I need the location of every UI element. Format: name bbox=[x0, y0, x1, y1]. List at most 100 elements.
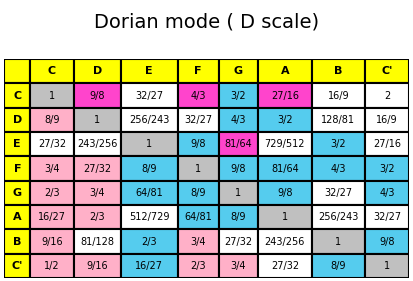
Text: D: D bbox=[13, 115, 22, 125]
Bar bbox=[312, 254, 365, 278]
Text: 32/27: 32/27 bbox=[184, 115, 212, 125]
Text: 16/9: 16/9 bbox=[376, 115, 398, 125]
Bar bbox=[258, 205, 312, 230]
Text: 16/27: 16/27 bbox=[135, 261, 163, 271]
Bar bbox=[218, 181, 258, 205]
Bar bbox=[4, 205, 31, 230]
Text: 729/512: 729/512 bbox=[265, 139, 305, 149]
Bar bbox=[178, 59, 218, 83]
Text: 4/3: 4/3 bbox=[190, 90, 206, 101]
Text: 16/9: 16/9 bbox=[328, 90, 349, 101]
Text: 1: 1 bbox=[384, 261, 390, 271]
Bar bbox=[31, 205, 74, 230]
Text: 3/2: 3/2 bbox=[277, 115, 293, 125]
Bar bbox=[31, 132, 74, 157]
Text: F: F bbox=[14, 164, 21, 174]
Bar bbox=[4, 157, 31, 181]
Bar bbox=[312, 157, 365, 181]
Text: 8/9: 8/9 bbox=[190, 188, 206, 198]
Bar bbox=[121, 59, 178, 83]
Text: B: B bbox=[13, 237, 21, 247]
Bar bbox=[121, 205, 178, 230]
Text: D: D bbox=[93, 66, 102, 76]
Text: G: G bbox=[13, 188, 22, 198]
Bar bbox=[312, 59, 365, 83]
Bar bbox=[74, 59, 121, 83]
Text: 64/81: 64/81 bbox=[135, 188, 163, 198]
Bar bbox=[74, 254, 121, 278]
Bar bbox=[74, 132, 121, 157]
Bar bbox=[74, 230, 121, 254]
Text: 512/729: 512/729 bbox=[129, 212, 169, 222]
Text: 1: 1 bbox=[282, 212, 288, 222]
Bar bbox=[218, 205, 258, 230]
Bar bbox=[365, 254, 409, 278]
Bar bbox=[218, 108, 258, 132]
Bar bbox=[365, 59, 409, 83]
Bar bbox=[74, 83, 121, 108]
Text: 27/32: 27/32 bbox=[38, 139, 66, 149]
Bar bbox=[31, 181, 74, 205]
Bar bbox=[365, 108, 409, 132]
Bar bbox=[4, 254, 31, 278]
Bar bbox=[258, 83, 312, 108]
Bar bbox=[258, 181, 312, 205]
Bar bbox=[178, 132, 218, 157]
Text: F: F bbox=[195, 66, 202, 76]
Bar bbox=[4, 59, 31, 83]
Bar bbox=[4, 132, 31, 157]
Bar bbox=[365, 230, 409, 254]
Text: 8/9: 8/9 bbox=[44, 115, 60, 125]
Bar bbox=[365, 132, 409, 157]
Bar bbox=[312, 83, 365, 108]
Bar bbox=[312, 181, 365, 205]
Bar bbox=[178, 254, 218, 278]
Bar bbox=[121, 132, 178, 157]
Bar bbox=[31, 157, 74, 181]
Bar bbox=[258, 108, 312, 132]
Text: 64/81: 64/81 bbox=[184, 212, 212, 222]
Text: E: E bbox=[14, 139, 21, 149]
Bar bbox=[121, 230, 178, 254]
Text: 128/81: 128/81 bbox=[321, 115, 356, 125]
Text: 9/8: 9/8 bbox=[277, 188, 292, 198]
Text: 27/32: 27/32 bbox=[83, 164, 111, 174]
Bar bbox=[258, 230, 312, 254]
Bar bbox=[365, 83, 409, 108]
Bar bbox=[365, 205, 409, 230]
Bar bbox=[178, 157, 218, 181]
Text: 9/16: 9/16 bbox=[41, 237, 63, 247]
Text: 2/3: 2/3 bbox=[44, 188, 60, 198]
Bar bbox=[178, 83, 218, 108]
Bar bbox=[365, 157, 409, 181]
Bar bbox=[312, 205, 365, 230]
Text: 81/64: 81/64 bbox=[224, 139, 252, 149]
Text: C: C bbox=[48, 66, 56, 76]
Bar bbox=[218, 132, 258, 157]
Text: 27/16: 27/16 bbox=[271, 90, 299, 101]
Text: 3/4: 3/4 bbox=[44, 164, 60, 174]
Bar bbox=[31, 254, 74, 278]
Text: 8/9: 8/9 bbox=[230, 212, 246, 222]
Bar bbox=[178, 230, 218, 254]
Text: 1: 1 bbox=[146, 139, 152, 149]
Text: G: G bbox=[234, 66, 243, 76]
Text: 4/3: 4/3 bbox=[331, 164, 346, 174]
Text: 32/27: 32/27 bbox=[373, 212, 401, 222]
Bar bbox=[121, 254, 178, 278]
Text: 9/8: 9/8 bbox=[230, 164, 246, 174]
Bar bbox=[4, 83, 31, 108]
Bar bbox=[218, 83, 258, 108]
Text: 9/16: 9/16 bbox=[86, 261, 108, 271]
Text: Dorian mode ( D scale): Dorian mode ( D scale) bbox=[94, 13, 319, 32]
Text: C: C bbox=[13, 90, 21, 101]
Bar bbox=[178, 181, 218, 205]
Bar bbox=[258, 157, 312, 181]
Bar bbox=[218, 59, 258, 83]
Text: 81/64: 81/64 bbox=[271, 164, 299, 174]
Text: 4/3: 4/3 bbox=[379, 188, 395, 198]
Text: 9/8: 9/8 bbox=[190, 139, 206, 149]
Text: 256/243: 256/243 bbox=[129, 115, 169, 125]
Bar bbox=[31, 108, 74, 132]
Text: 3/2: 3/2 bbox=[331, 139, 346, 149]
